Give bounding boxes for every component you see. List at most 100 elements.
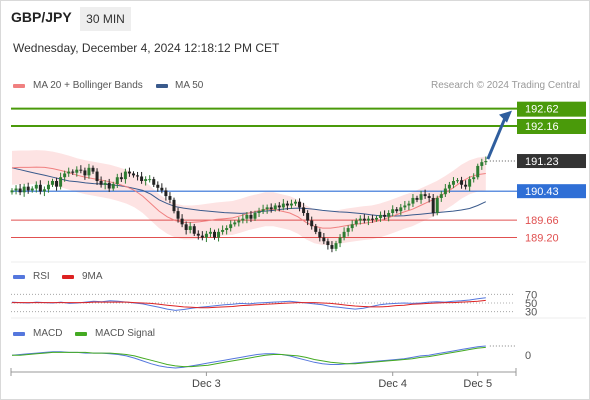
candle-body — [18, 188, 22, 193]
candle-body — [354, 220, 358, 225]
candle-body — [75, 169, 79, 173]
candle-body — [22, 186, 26, 193]
candle-body — [285, 203, 289, 206]
macd-line — [11, 345, 486, 369]
candle-body — [370, 218, 374, 220]
candle-body — [107, 182, 111, 189]
candle-body — [180, 218, 184, 225]
candle-body — [447, 184, 451, 189]
candle-body — [196, 233, 200, 236]
candle-body — [277, 205, 281, 208]
datetime-label: Wednesday, December 4, 2024 12:18:12 PM … — [13, 41, 280, 55]
candle-body — [156, 184, 160, 188]
candle-body — [326, 241, 330, 246]
candle-body — [346, 228, 350, 232]
candle-body — [439, 194, 443, 198]
bollinger-band-fill — [12, 150, 486, 245]
candle-body — [427, 196, 431, 198]
candle-body — [67, 171, 71, 174]
ma20-line — [11, 166, 486, 229]
candle-body — [30, 188, 34, 191]
target-tag — [517, 101, 586, 117]
candle-body — [407, 203, 411, 206]
candle-body — [95, 171, 99, 181]
candle-body — [334, 243, 338, 249]
candle-body — [10, 190, 14, 193]
candle-body — [257, 211, 261, 214]
candle-body — [366, 218, 370, 221]
candle-body — [83, 170, 87, 176]
candle-body — [176, 211, 180, 219]
x-tick-label: Dec 5 — [463, 378, 492, 390]
candle-body — [480, 162, 484, 166]
candle-body — [289, 203, 293, 206]
candle-body — [59, 177, 63, 187]
candle-body — [318, 231, 322, 238]
last-price-tag — [517, 154, 586, 169]
candle-body — [423, 194, 427, 197]
candle-body — [136, 175, 140, 177]
candle-body — [111, 184, 115, 189]
candle-body — [140, 176, 144, 181]
candle-body — [302, 207, 306, 214]
candle-body — [192, 226, 196, 234]
target-label: 192.16 — [525, 121, 559, 133]
candle-body — [14, 188, 18, 191]
candle-body — [237, 220, 241, 223]
candle-body — [383, 214, 387, 217]
candle-body — [342, 231, 346, 238]
projection-arrow-head — [499, 110, 512, 123]
candle-body — [281, 203, 285, 208]
candle-body — [443, 188, 447, 195]
candle-body — [42, 189, 46, 192]
target-tag — [517, 118, 586, 134]
candle-body — [261, 209, 265, 212]
ma50-legend-swatch — [156, 84, 168, 88]
candle-body — [350, 224, 354, 229]
candle-body — [249, 214, 253, 219]
macd-signal-legend-label: MACD Signal — [95, 328, 156, 339]
candle-body — [55, 181, 59, 187]
candle-body — [298, 201, 302, 208]
candle-body — [200, 235, 204, 238]
candle-body — [375, 217, 378, 220]
rsi-tick-label: 50 — [525, 298, 537, 310]
candle-body — [310, 220, 314, 227]
candle-body — [387, 213, 391, 217]
candle-body — [362, 218, 366, 221]
last-price-label: 191.23 — [525, 156, 559, 168]
research-credit: Research © 2024 Trading Central — [431, 80, 581, 91]
candle-body — [63, 173, 67, 178]
rsi-ma-legend-label: 9MA — [82, 271, 103, 282]
timeframe-button[interactable]: 30 MIN — [80, 7, 131, 31]
candle-body — [26, 186, 30, 191]
pivot-label: 190.43 — [525, 186, 559, 198]
target-label: 192.62 — [525, 104, 559, 116]
candle-body — [103, 182, 107, 185]
candle-body — [172, 199, 176, 212]
candle-body — [322, 237, 326, 242]
candle-body — [132, 173, 135, 176]
candle-body — [468, 179, 472, 187]
candle-body — [213, 231, 216, 238]
candle-body — [208, 231, 212, 234]
candle-body — [472, 177, 476, 180]
candle-body — [411, 197, 415, 204]
candle-body — [358, 218, 362, 221]
x-tick-label: Dec 4 — [378, 378, 407, 390]
candle-body — [233, 222, 237, 225]
candle-body — [265, 207, 269, 210]
instrument-title: GBP/JPY — [11, 9, 72, 25]
candle-body — [184, 224, 188, 230]
candle-body — [395, 209, 399, 212]
macd-legend-swatch — [13, 332, 25, 336]
candle-body — [115, 177, 119, 185]
rsi-line — [11, 297, 486, 311]
candle-body — [99, 181, 103, 185]
candle-body — [34, 184, 38, 189]
ma20-legend-swatch — [13, 84, 25, 88]
candle-body — [221, 229, 225, 232]
candle-body — [168, 196, 172, 200]
support-label: 189.66 — [525, 215, 559, 227]
